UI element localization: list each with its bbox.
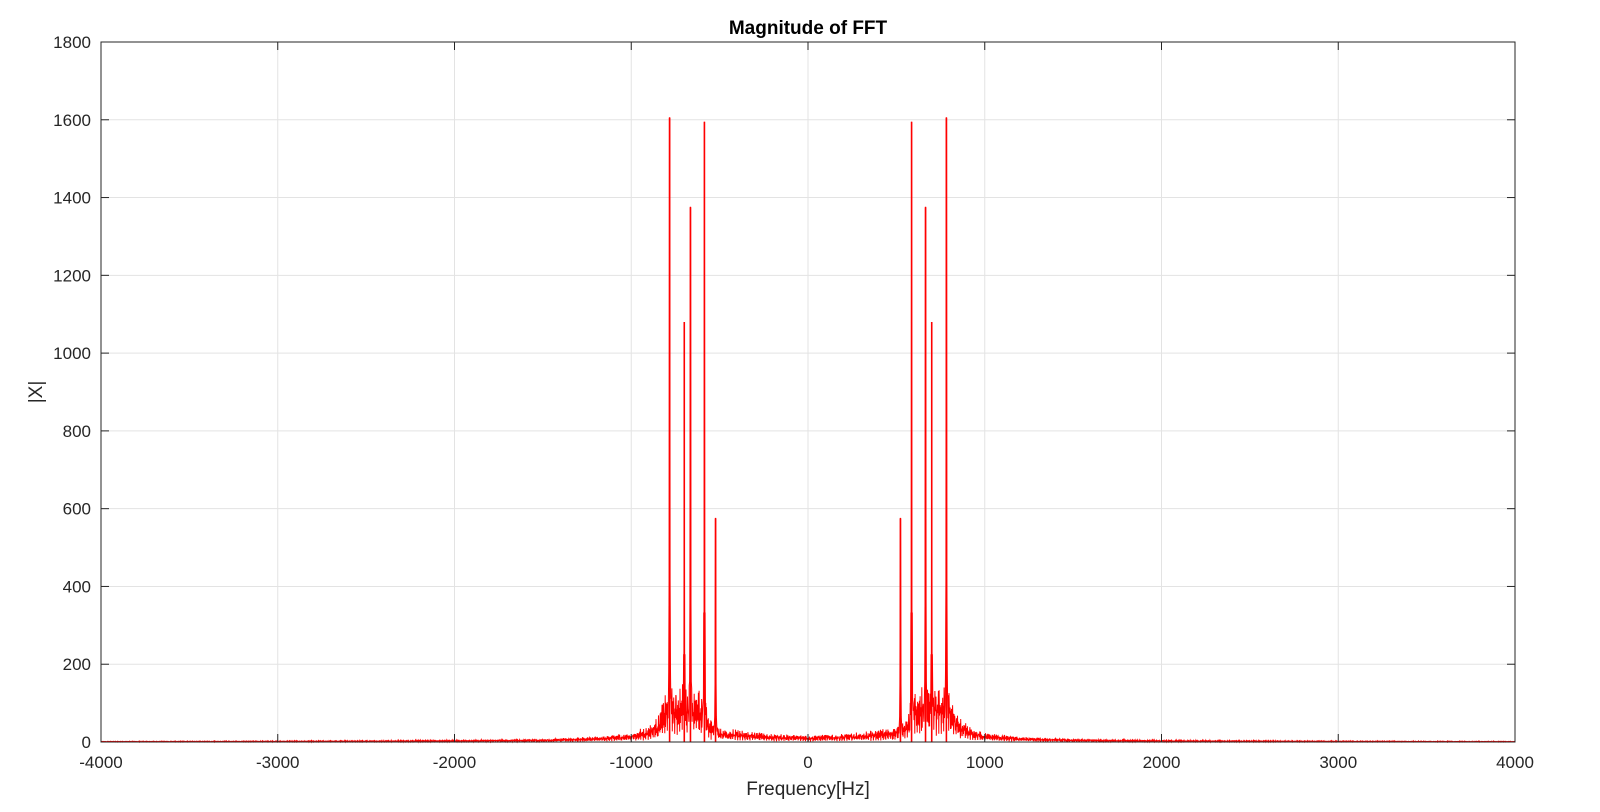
y-tick-label: 800 (63, 422, 91, 441)
y-tick-label: 1400 (53, 189, 91, 208)
x-tick-label: -1000 (610, 753, 653, 772)
x-tick-label: -4000 (79, 753, 122, 772)
y-tick-label: 400 (63, 577, 91, 596)
x-tick-label: 0 (803, 753, 812, 772)
y-tick-label: 1000 (53, 344, 91, 363)
y-tick-label: 1800 (53, 33, 91, 52)
x-tick-label: 4000 (1496, 753, 1534, 772)
y-axis-label: |X| (26, 381, 47, 404)
y-tick-label: 1600 (53, 111, 91, 130)
x-tick-label: 3000 (1319, 753, 1357, 772)
y-tick-label: 600 (63, 500, 91, 519)
series-fft-magnitude (100, 117, 1516, 744)
x-tick-label: 1000 (966, 753, 1004, 772)
y-tick-label: 1200 (53, 266, 91, 285)
y-tick-label: 0 (82, 733, 91, 752)
y-tick-label: 200 (63, 655, 91, 674)
chart-title: Magnitude of FFT (729, 18, 888, 39)
x-axis-label: Frequency[Hz] (746, 779, 870, 800)
ticks: -4000 -3000 -2000 -1000 0 1000 2000 3000 4000 0 20… (53, 33, 1534, 772)
x-tick-label: -3000 (256, 753, 299, 772)
x-tick-label: 2000 (1143, 753, 1181, 772)
x-tick-label: -2000 (433, 753, 476, 772)
